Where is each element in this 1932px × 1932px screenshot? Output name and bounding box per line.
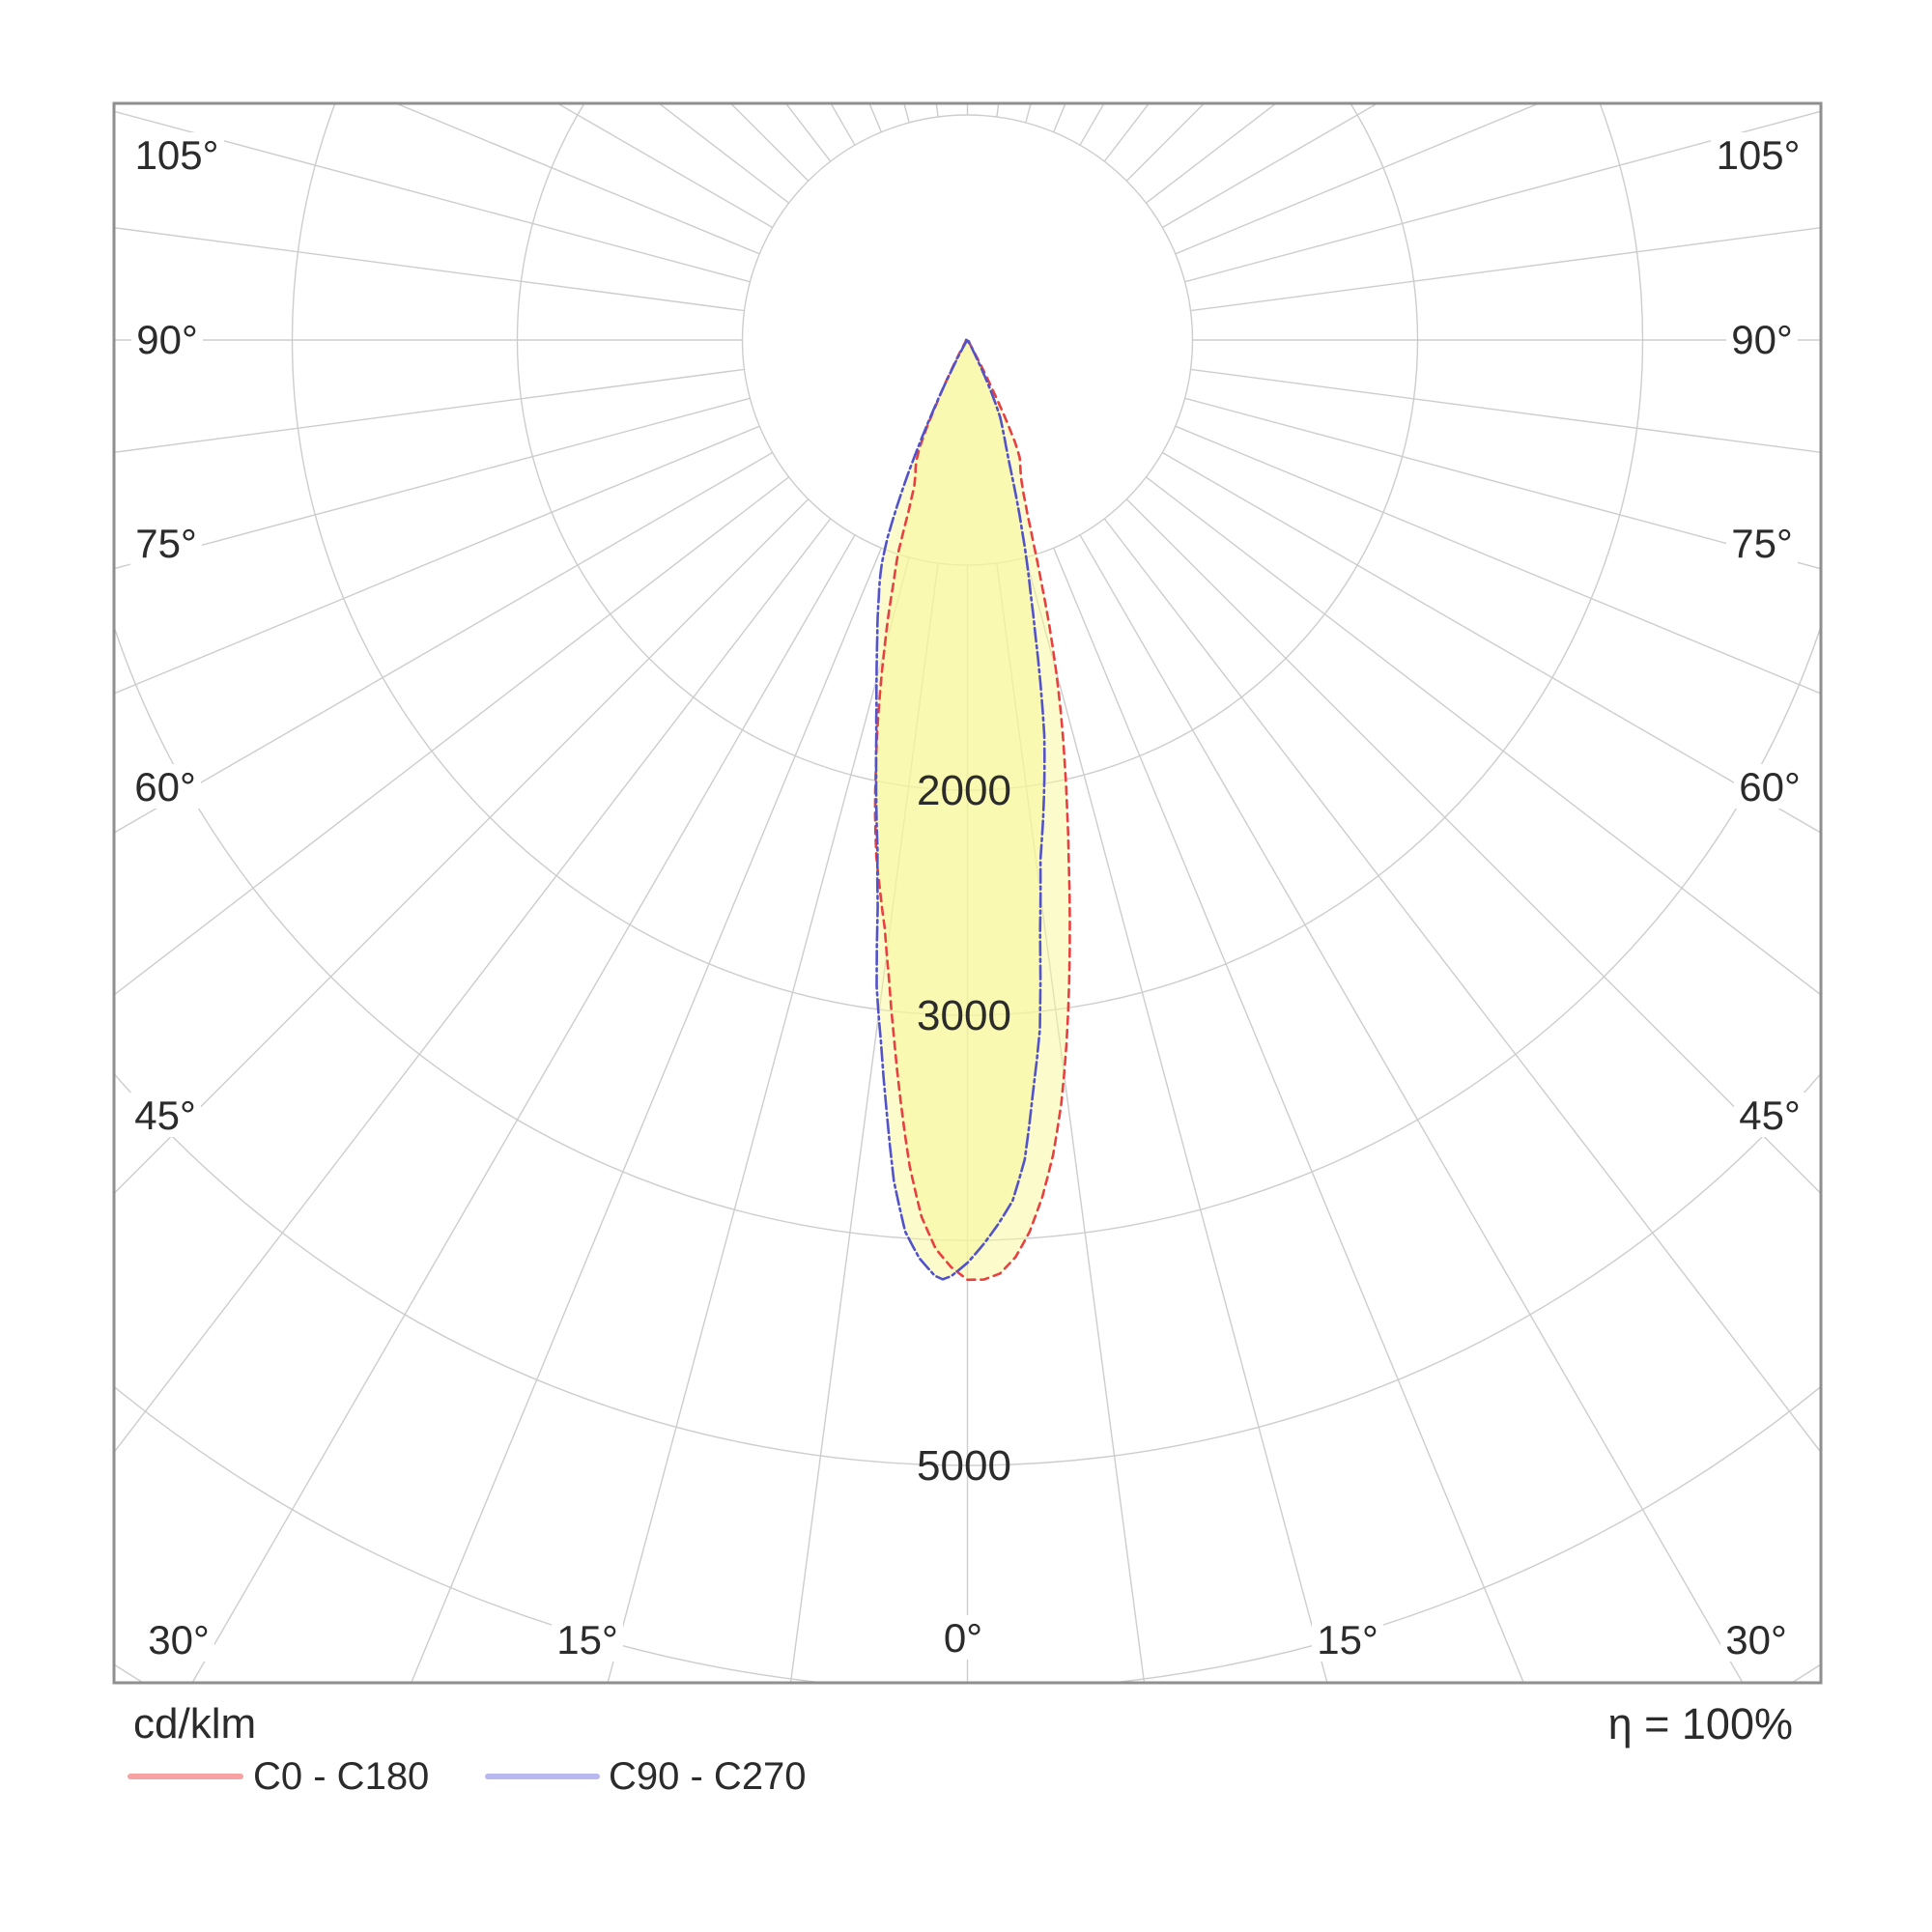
grid-ray — [1079, 103, 1105, 146]
angle-label: 15° — [1317, 1617, 1378, 1662]
grid-ray — [114, 397, 751, 570]
angle-label: 105° — [1717, 132, 1801, 178]
grid-ray — [394, 103, 760, 255]
grid-ray — [784, 103, 832, 162]
grid-ray — [1053, 103, 1066, 132]
legend-swatch-c0-c180 — [128, 1774, 243, 1779]
grid-ray — [114, 110, 751, 283]
grid-ray — [607, 556, 910, 1683]
ring-label-3000: 3000 — [917, 992, 1011, 1039]
grid-ray — [114, 451, 774, 834]
grid-ray — [1161, 451, 1821, 834]
grid-ray — [729, 103, 810, 182]
angle-label-bg — [129, 764, 201, 809]
grid-ray — [1145, 103, 1278, 204]
angle-label: 30° — [148, 1617, 210, 1662]
ring-label-2000: 2000 — [917, 767, 1011, 814]
angle-label-bg — [143, 1617, 214, 1662]
angle-label: 90° — [136, 317, 198, 362]
grid-ray — [114, 368, 745, 454]
grid-ray — [830, 103, 856, 146]
angle-label: 90° — [1731, 317, 1793, 362]
angle-label-bg — [1726, 317, 1798, 361]
grid-ray — [114, 476, 790, 996]
legend-label-c90-c270: C90 - C270 — [609, 1755, 807, 1798]
grid-ray — [114, 498, 810, 1195]
angle-label-bg — [129, 132, 224, 177]
grid-ray — [1190, 226, 1821, 312]
grid-ray — [935, 103, 939, 118]
angle-label-bg — [1312, 1617, 1383, 1662]
grid-ray — [410, 548, 882, 1683]
angle-label-bg — [1734, 764, 1805, 809]
angle-label-bg — [939, 1615, 988, 1660]
grid-ray — [657, 103, 790, 204]
angle-label: 75° — [135, 521, 197, 566]
angle-label: 30° — [1725, 1617, 1787, 1662]
grid-ray — [1184, 110, 1821, 283]
grid-ray — [1125, 498, 1821, 1195]
ring-labels: 2000 3000 5000 — [917, 767, 1011, 1490]
grid-ray — [555, 103, 774, 229]
angle-label: 0° — [944, 1615, 982, 1661]
angle-label-bg — [130, 521, 202, 565]
grid-ray — [868, 103, 882, 132]
angle-label-bg — [1720, 1617, 1792, 1662]
grid-ray — [191, 534, 856, 1683]
legend-swatch-c90-c270 — [485, 1774, 600, 1779]
lobe-fill-c90-c270 — [875, 340, 1045, 1280]
angle-label: 15° — [556, 1617, 618, 1662]
efficiency-label: η = 100% — [1607, 1699, 1793, 1748]
grid-ray — [1025, 556, 1328, 1683]
grid-ray — [1145, 476, 1821, 996]
legend-label-c0-c180: C0 - C180 — [253, 1755, 430, 1798]
grid-ray — [996, 103, 1000, 118]
angle-labels: 105° 90° 75° 60° 45° 30° 15° 0° 15° 30° 45° 60° 75° 9… — [129, 132, 1805, 1662]
angle-label: 105° — [135, 132, 219, 178]
angle-label-bg — [129, 1093, 201, 1137]
grid-ray — [114, 226, 745, 312]
plot-frame — [112, 101, 1823, 1685]
angle-label: 60° — [134, 764, 196, 810]
grid-ray — [114, 518, 832, 1454]
angle-label-bg — [1734, 1093, 1805, 1137]
angle-label-bg — [552, 1617, 623, 1662]
angle-label: 75° — [1731, 521, 1793, 566]
angle-label: 60° — [1739, 764, 1801, 810]
angle-label-bg — [1711, 132, 1805, 177]
grid-ray — [1175, 425, 1821, 695]
grid-ray — [1053, 548, 1525, 1683]
grid-ray — [1190, 368, 1821, 454]
angle-label: 45° — [1739, 1093, 1801, 1138]
curve-c90-c270 — [874, 338, 1046, 1281]
units-label: cd/klm — [133, 1700, 257, 1747]
grid-ray — [1175, 103, 1541, 255]
grid-ray — [1184, 397, 1821, 570]
grid-ray — [1079, 534, 1744, 1683]
angle-label: 45° — [134, 1093, 196, 1138]
grid-ray — [1103, 518, 1821, 1454]
intensity-curves — [873, 338, 1071, 1282]
grid-ray — [1161, 103, 1379, 229]
grid-ray — [114, 425, 760, 695]
grid-ray — [1103, 103, 1151, 162]
angle-label-bg — [131, 317, 203, 361]
angle-label-bg — [1726, 521, 1798, 565]
ring-label-5000: 5000 — [917, 1442, 1011, 1490]
grid-ray — [1125, 103, 1206, 182]
